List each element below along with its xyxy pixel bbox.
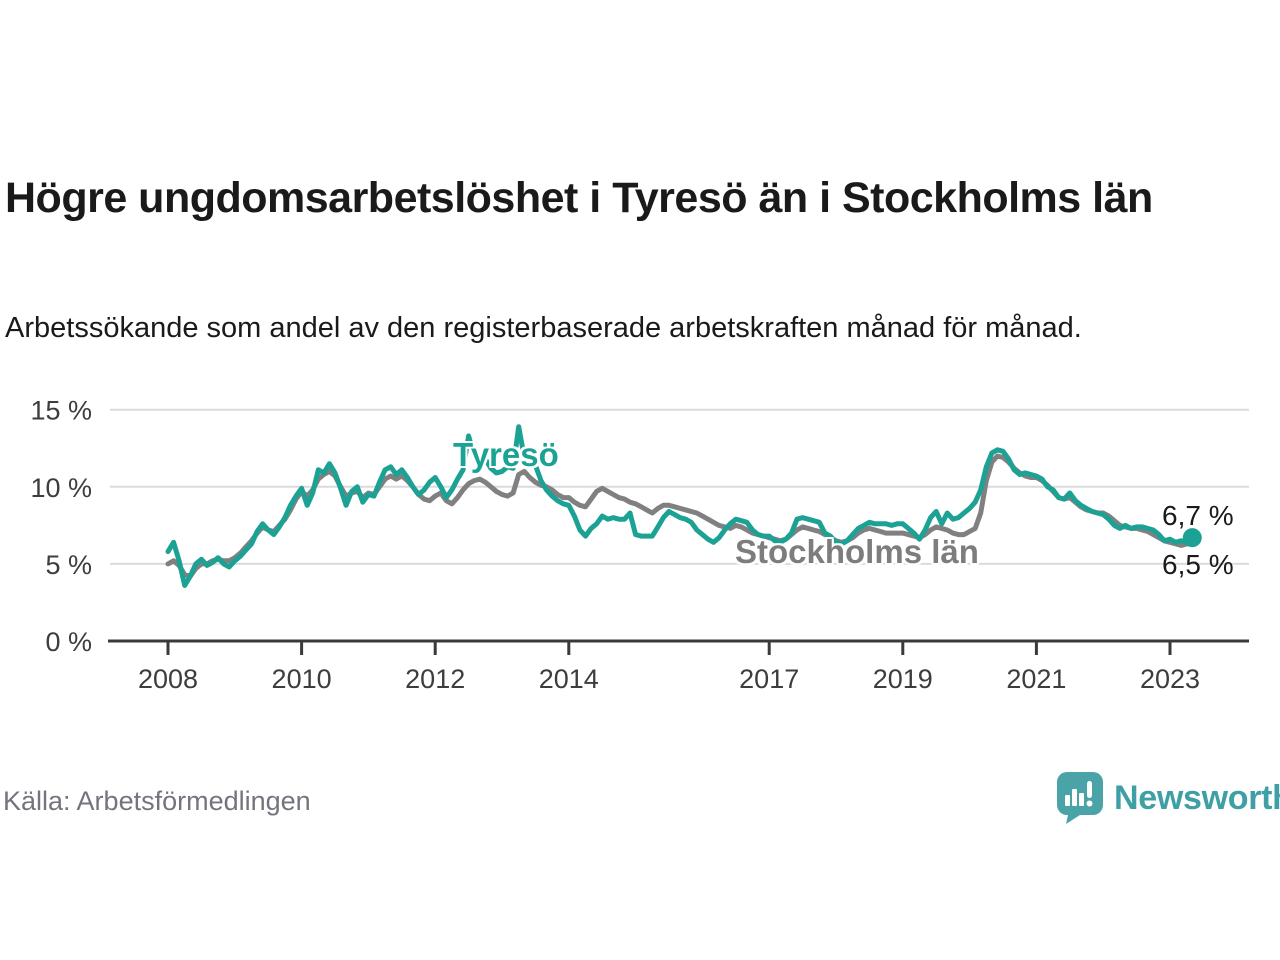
chart-subtitle: Arbetssökande som andel av den registerb… [5,312,1082,344]
y-axis-tick-label: 0 % [45,627,92,657]
y-axis-tick-label: 15 % [30,396,92,426]
series-label-tyreso: Tyresö [453,436,559,473]
x-axis-tick-label: 2012 [405,664,465,694]
end-value-label-stockholm: 6,5 % [1162,549,1234,580]
x-axis-tick-label: 2017 [739,664,799,694]
x-axis-tick-label: 2008 [138,664,198,694]
newsworthy-wordmark: Newsworthy [1114,778,1280,817]
x-axis-tick-label: 2019 [873,664,933,694]
page-title: Högre ungdomsarbetslöshet i Tyresö än i … [5,173,1153,222]
end-value-label-tyreso: 6,7 % [1162,500,1234,531]
source-caption: Källa: Arbetsförmedlingen [3,786,311,816]
y-axis-tick-label: 10 % [30,473,92,503]
series-line-tyreso [165,424,1195,588]
x-axis-tick-label: 2010 [272,664,332,694]
newsworthy-speech-bubble-chart-icon [1057,772,1103,824]
y-axis-tick-label: 5 % [45,550,92,580]
x-axis-tick-label: 2023 [1140,664,1200,694]
x-axis-tick-label: 2021 [1006,664,1066,694]
series-label-stockholm: Stockholms län [735,533,979,570]
x-axis-tick-label: 2014 [539,664,599,694]
series-end-dot [1182,528,1202,548]
newsworthy-logo: Newsworthy [1056,771,1280,825]
